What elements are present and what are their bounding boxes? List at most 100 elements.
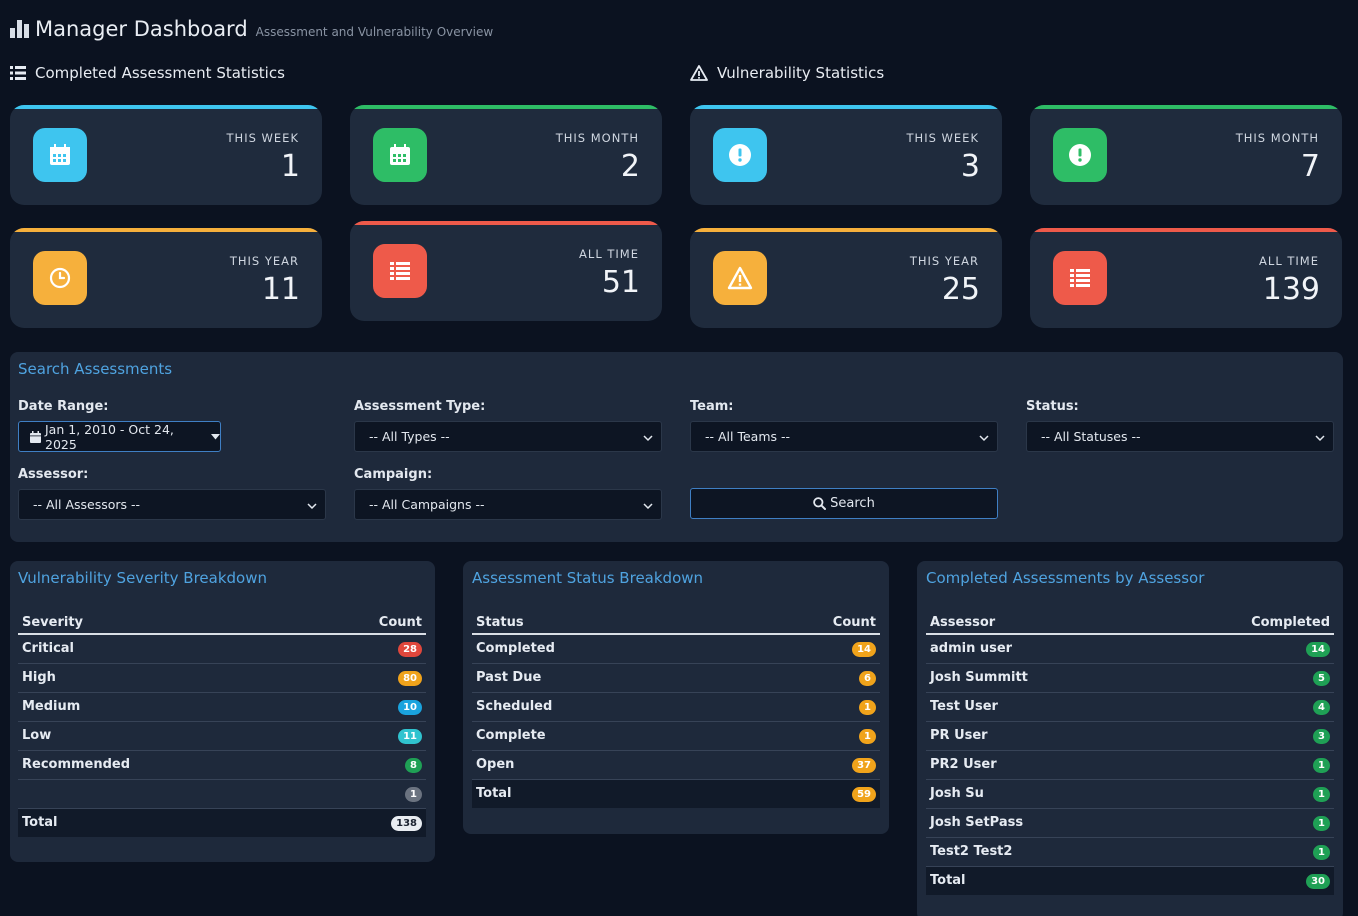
campaign-value: -- All Campaigns -- [369,497,485,512]
row-name: Past Due [472,663,729,693]
page-header: Manager Dashboard Assessment and Vulnera… [10,16,493,41]
count-badge: 1 [1313,757,1330,773]
table-total-row: Total 30 [926,866,1334,895]
warning-icon [690,65,708,81]
row-name: Total [472,779,729,808]
assessor-table: Assessor Completed admin user 14 Josh Summ… [926,606,1334,895]
table-row: Josh Summitt 5 [926,663,1334,693]
status-breakdown-table: Status Count Completed 14 Past Due 6 Schedul… [472,606,880,808]
search-panel-title: Search Assessments [18,360,173,378]
row-name: Complete [472,721,729,751]
row-name: Critical [18,634,302,664]
stat-value: 139 [1262,272,1320,307]
assessment-type-value: -- All Types -- [369,429,450,444]
row-name: Josh Summitt [926,663,1151,693]
search-button-label: Search [830,496,875,511]
calendar-icon [33,128,87,182]
status-select[interactable]: -- All Statuses -- [1026,421,1334,452]
stat-card-assessments-alltime: ALL TIME 51 [350,221,662,321]
assessment-type-select[interactable]: -- All Types -- [354,421,662,452]
count-badge: 4 [1313,699,1330,715]
exclamation-icon [1053,128,1107,182]
table-row: Scheduled 1 [472,692,880,722]
column-header: Assessor [926,606,1151,635]
search-button[interactable]: Search [690,488,998,519]
count-badge: 59 [852,786,876,802]
row-name: Medium [18,692,302,722]
calendar-icon [373,128,427,182]
chevron-down-icon [643,431,653,446]
stat-value: 2 [620,149,640,184]
caret-down-icon [211,433,220,440]
row-name: PR2 User [926,750,1151,780]
row-name: Total [926,866,1151,895]
list-icon [1053,251,1107,305]
stat-label: THIS WEEK [226,131,299,145]
stat-label: ALL TIME [579,247,639,261]
search-icon [813,497,827,510]
column-header: Count [728,606,880,635]
count-badge: 11 [398,728,422,744]
stat-label: THIS MONTH [1235,131,1319,145]
count-badge: 1 [859,699,876,715]
table-total-row: Total 138 [18,808,426,837]
row-name: admin user [926,634,1151,664]
count-badge: 3 [1313,728,1330,744]
count-badge: 28 [398,641,422,657]
page-subtitle: Assessment and Vulnerability Overview [255,25,494,39]
count-badge: 37 [852,757,876,773]
chevron-down-icon [643,499,653,514]
calendar-icon [30,430,41,443]
stat-value: 7 [1300,149,1320,184]
table-row: Past Due 6 [472,663,880,693]
count-badge: 5 [1313,670,1330,686]
count-badge: 80 [398,670,422,686]
table-row: PR User 3 [926,721,1334,751]
row-name: High [18,663,302,693]
row-name: PR User [926,721,1151,751]
campaign-label: Campaign: [354,467,433,482]
stat-label: ALL TIME [1259,254,1319,268]
count-badge: 1 [405,786,422,802]
row-name [18,779,302,809]
count-badge: 1 [859,728,876,744]
stat-label: THIS YEAR [909,254,979,268]
row-name: Scheduled [472,692,729,722]
column-header: Status [472,606,729,635]
table-row: Medium 10 [18,692,426,722]
list-icon [373,244,427,298]
count-badge: 8 [405,757,422,773]
campaign-select[interactable]: -- All Campaigns -- [354,489,662,520]
chevron-down-icon [307,499,317,514]
table-total-row: Total 59 [472,779,880,808]
count-badge: 138 [391,815,422,831]
date-range-picker[interactable]: Jan 1, 2010 - Oct 24, 2025 [18,421,221,452]
row-name: Test2 Test2 [926,837,1151,867]
severity-panel-title: Vulnerability Severity Breakdown [18,569,267,587]
team-select[interactable]: -- All Teams -- [690,421,998,452]
stat-card-vulns-alltime: ALL TIME 139 [1030,228,1342,328]
stat-value: 11 [261,272,300,307]
stat-card-vulns-week: THIS WEEK 3 [690,105,1002,205]
count-badge: 1 [1313,815,1330,831]
assessor-select[interactable]: -- All Assessors -- [18,489,326,520]
column-header: Severity [18,606,302,635]
date-range-value: Jan 1, 2010 - Oct 24, 2025 [45,421,174,452]
date-range-label: Date Range: [18,399,109,414]
exclamation-icon [713,128,767,182]
table-row: PR2 User 1 [926,750,1334,780]
count-badge: 6 [859,670,876,686]
table-row: Test2 Test2 1 [926,837,1334,867]
assessor-panel-title: Completed Assessments by Assessor [926,569,1205,587]
team-label: Team: [690,399,734,414]
column-header: Completed [1150,606,1334,635]
stat-value: 1 [280,149,300,184]
vuln-stats-title: Vulnerability Statistics [717,64,885,82]
table-row: Critical 28 [18,634,426,664]
assessor-value: -- All Assessors -- [33,497,141,512]
status-label: Status: [1026,399,1079,414]
table-row: admin user 14 [926,634,1334,664]
count-badge: 30 [1306,873,1330,889]
table-row: Recommended 8 [18,750,426,780]
bar-chart-icon [10,18,29,38]
